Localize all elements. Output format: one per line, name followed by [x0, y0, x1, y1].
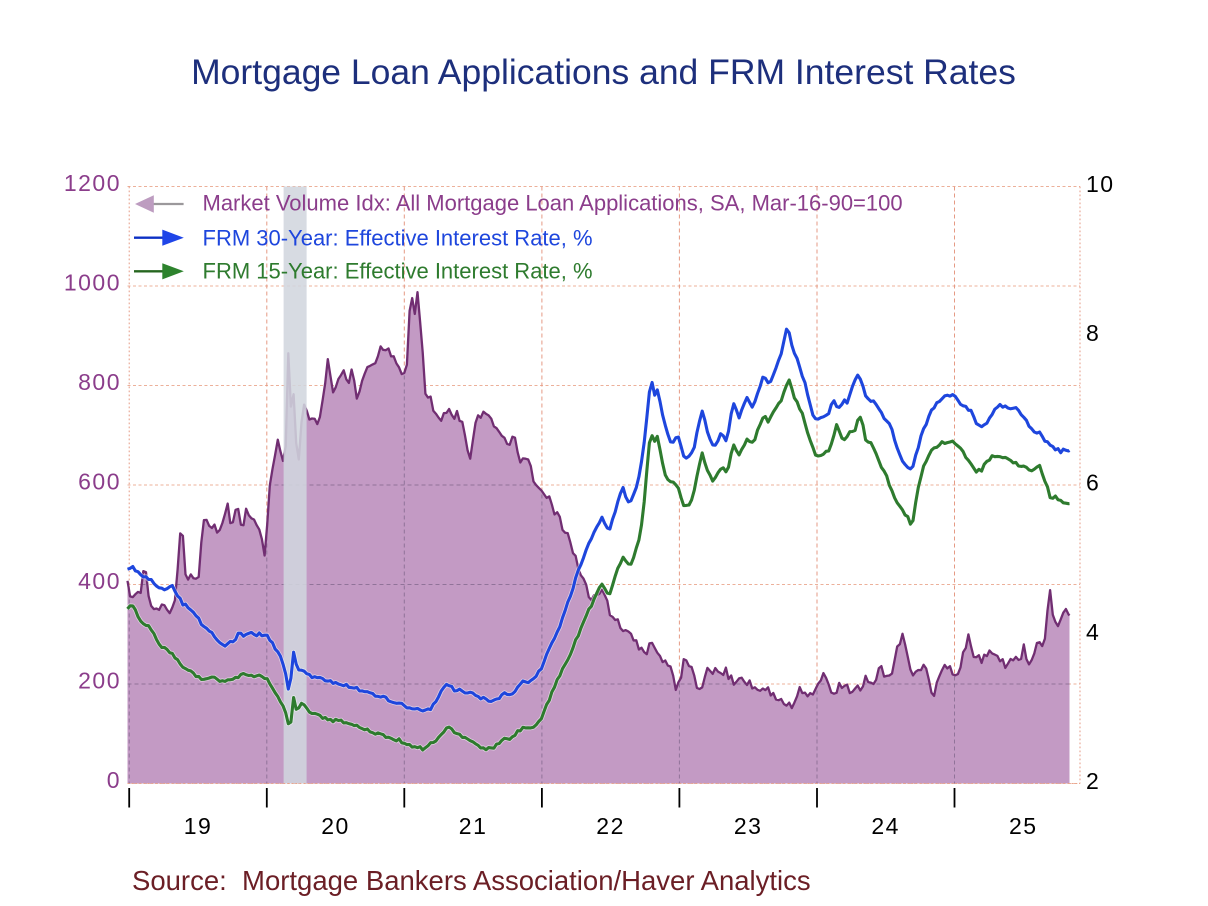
svg-text:22: 22 [596, 813, 625, 839]
svg-text:Source: Mortgage Bankers Asso: Source: Mortgage Bankers Association/Hav… [132, 865, 811, 896]
svg-text:20: 20 [321, 813, 350, 839]
svg-text:23: 23 [734, 813, 763, 839]
svg-text:1200: 1200 [64, 170, 121, 196]
svg-text:25: 25 [1009, 813, 1038, 839]
svg-text:21: 21 [459, 813, 488, 839]
svg-text:800: 800 [78, 369, 121, 395]
svg-text:8: 8 [1086, 320, 1100, 346]
svg-text:200: 200 [78, 668, 121, 694]
svg-text:FRM 30-Year: Effective Interes: FRM 30-Year: Effective Interest Rate, % [203, 226, 593, 251]
svg-text:10: 10 [1086, 171, 1115, 197]
svg-text:6: 6 [1086, 470, 1100, 496]
svg-text:24: 24 [871, 813, 900, 839]
svg-text:0: 0 [107, 767, 121, 793]
svg-text:FRM 15-Year: Effective Interes: FRM 15-Year: Effective Interest Rate, % [203, 259, 593, 284]
svg-text:Market Volume Idx: All Mortgag: Market Volume Idx: All Mortgage Loan App… [203, 191, 903, 216]
svg-text:600: 600 [78, 469, 121, 495]
svg-text:2: 2 [1086, 768, 1100, 794]
svg-text:Mortgage Loan Applications and: Mortgage Loan Applications and FRM Inter… [191, 52, 1016, 92]
svg-text:4: 4 [1086, 619, 1100, 645]
svg-text:400: 400 [78, 568, 121, 594]
svg-text:19: 19 [184, 813, 213, 839]
svg-text:1000: 1000 [64, 270, 121, 296]
